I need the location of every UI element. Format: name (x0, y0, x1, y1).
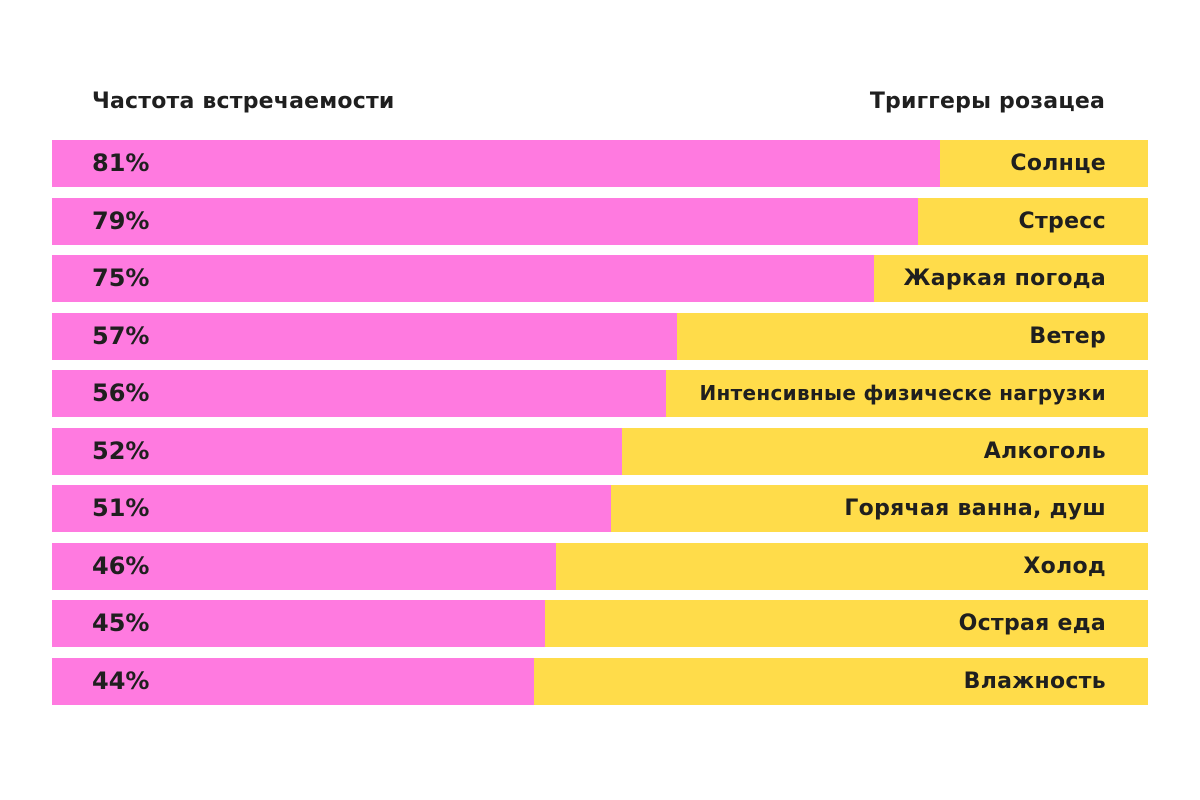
value-label: 81% (92, 149, 150, 177)
bar-row: 57% Ветер (52, 312, 1148, 360)
category-label: Солнце (1010, 151, 1106, 176)
value-label: 75% (92, 264, 150, 292)
frequency-header: Частота встречаемости (92, 89, 395, 114)
value-label: 79% (92, 206, 150, 235)
category-label: Острая еда (958, 611, 1106, 636)
bar-row: 79% Стресс (52, 197, 1148, 245)
value-label: 44% (92, 666, 150, 695)
bar (52, 255, 874, 302)
value-label: 57% (92, 321, 150, 350)
category-label: Стресс (1018, 208, 1106, 234)
bar (52, 657, 535, 705)
bar (52, 600, 546, 647)
bar-row: 44% Влажность (52, 657, 1148, 705)
category-label: Алкоголь (983, 438, 1106, 464)
category-label: Интенсивные физическе нагрузки (699, 381, 1106, 405)
category-label: Жаркая погода (903, 266, 1106, 291)
bar (52, 312, 677, 360)
bar-row: 52% Алкоголь (52, 427, 1148, 475)
bar-row: 56% Интенсивные физическе нагрузки (52, 370, 1148, 417)
category-label: Влажность (963, 668, 1106, 694)
value-label: 52% (92, 436, 150, 465)
bar (52, 542, 557, 590)
category-label: Горячая ванна, душ (844, 496, 1106, 521)
bar (52, 427, 622, 475)
bar-row: 51% Горячая ванна, душ (52, 485, 1148, 532)
bar-row: 81% Солнце (52, 140, 1148, 187)
bar-row: 45% Острая еда (52, 600, 1148, 647)
value-label: 51% (92, 494, 150, 522)
triggers-header: Триггеры розацеа (869, 89, 1105, 114)
bar (52, 197, 918, 245)
category-label: Холод (1023, 553, 1106, 579)
rosacea-triggers-chart: 81% Солнце 79% Стресс 75% Жаркая погода 57% Вет… (52, 140, 1148, 715)
bar (52, 140, 940, 187)
bar-row: 75% Жаркая погода (52, 255, 1148, 302)
value-label: 56% (92, 379, 150, 407)
bar (52, 485, 611, 532)
bar (52, 370, 666, 417)
category-label: Ветер (1029, 323, 1106, 349)
bar-row: 46% Холод (52, 542, 1148, 590)
value-label: 45% (92, 609, 150, 637)
value-label: 46% (92, 551, 150, 580)
